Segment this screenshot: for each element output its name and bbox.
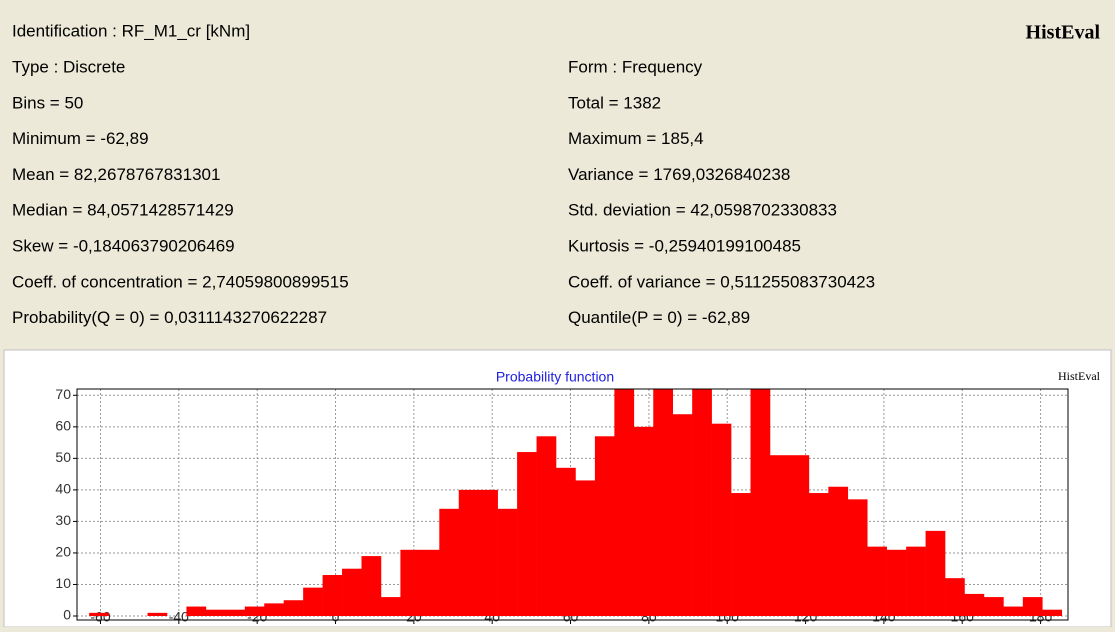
bar (906, 546, 926, 616)
bar (322, 575, 343, 616)
bar (633, 426, 654, 616)
stat: Coeff. of variance = 0,511255083730423 (568, 272, 875, 291)
stat: Skew = -0,184063790206469 (12, 236, 235, 255)
bar (147, 612, 168, 616)
bar (283, 600, 304, 616)
y-tick-label: 10 (55, 575, 71, 591)
stat: Maximum = 185,4 (568, 129, 704, 148)
bar (575, 480, 596, 616)
y-tick-label: 60 (55, 418, 71, 434)
stat: Type : Discrete (12, 57, 125, 76)
x-tick-label: -40 (169, 609, 189, 625)
bar (342, 568, 362, 616)
stat: Probability(Q = 0) = 0,0311143270622287 (12, 308, 327, 327)
stat: Std. deviation = 42,0598702330833 (568, 201, 837, 220)
bar (361, 556, 382, 616)
bar (303, 587, 323, 616)
stat: Coeff. of concentration = 2,740598008995… (12, 272, 349, 291)
stat: Total = 1382 (568, 93, 661, 112)
stat: Variance = 1769,0326840238 (568, 165, 790, 184)
chart: Probability function HistEval 0 10 20 30 40 5… (55, 369, 1100, 625)
bar (808, 493, 829, 616)
bar (439, 508, 460, 616)
stat: Bins = 50 (12, 93, 83, 112)
bar (89, 612, 109, 616)
y-tick-label: 50 (55, 449, 71, 465)
bar (186, 606, 207, 616)
bar (867, 546, 887, 616)
bar (614, 389, 635, 616)
bar (964, 593, 985, 616)
plot-border (76, 388, 1069, 621)
bar (828, 486, 849, 616)
bar (225, 609, 246, 616)
stats: Type : Discrete Form : Frequency Bins = 50… (12, 57, 875, 327)
y-tick-label: 20 (55, 544, 71, 560)
bar (419, 549, 440, 616)
bar (264, 603, 284, 616)
stat: Minimum = -62,89 (12, 129, 149, 148)
stat: Form : Frequency (568, 57, 703, 76)
y-tick-label: 70 (55, 386, 71, 402)
bar (769, 455, 790, 616)
watermark: HistEval (1058, 369, 1101, 383)
bar (478, 489, 498, 616)
bar (536, 436, 557, 616)
bar (711, 423, 732, 616)
identification: Identification : RF_M1_cr [kNm] (12, 21, 250, 40)
chart-title: Probability function (496, 369, 614, 385)
bar (925, 530, 946, 616)
bar (458, 489, 479, 616)
stat: Quantile(P = 0) = -62,89 (568, 308, 750, 327)
brand: HistEval (1026, 22, 1101, 44)
bar (205, 609, 226, 616)
bar (653, 389, 674, 616)
bar (517, 452, 537, 616)
bar (1022, 597, 1043, 616)
y-tick-label: 40 (55, 481, 71, 497)
bar (672, 414, 693, 616)
bar (400, 549, 421, 616)
bar (886, 549, 907, 616)
bar (983, 597, 1004, 616)
bar (1042, 609, 1063, 616)
bar (731, 493, 751, 616)
bars (89, 389, 1063, 616)
stats-panel (0, 0, 1115, 348)
bar (497, 508, 518, 616)
bar (244, 606, 265, 616)
bar (594, 436, 615, 616)
y-tick-label: 30 (55, 512, 71, 528)
bar (945, 578, 965, 616)
y-tick-label: 0 (63, 607, 71, 623)
stat: Mean = 82,2678767831301 (12, 165, 220, 184)
bar (750, 389, 771, 616)
bar (556, 467, 576, 616)
stat: Kurtosis = -0,25940199100485 (568, 236, 801, 255)
bar (380, 597, 401, 616)
stat: Median = 84,0571428571429 (12, 201, 234, 220)
x-tick-label: 0 (332, 609, 340, 625)
x-tick-label: -60 (90, 609, 110, 625)
bar (692, 389, 712, 616)
bar (847, 499, 868, 616)
bar (1003, 606, 1024, 616)
bar (789, 455, 810, 616)
